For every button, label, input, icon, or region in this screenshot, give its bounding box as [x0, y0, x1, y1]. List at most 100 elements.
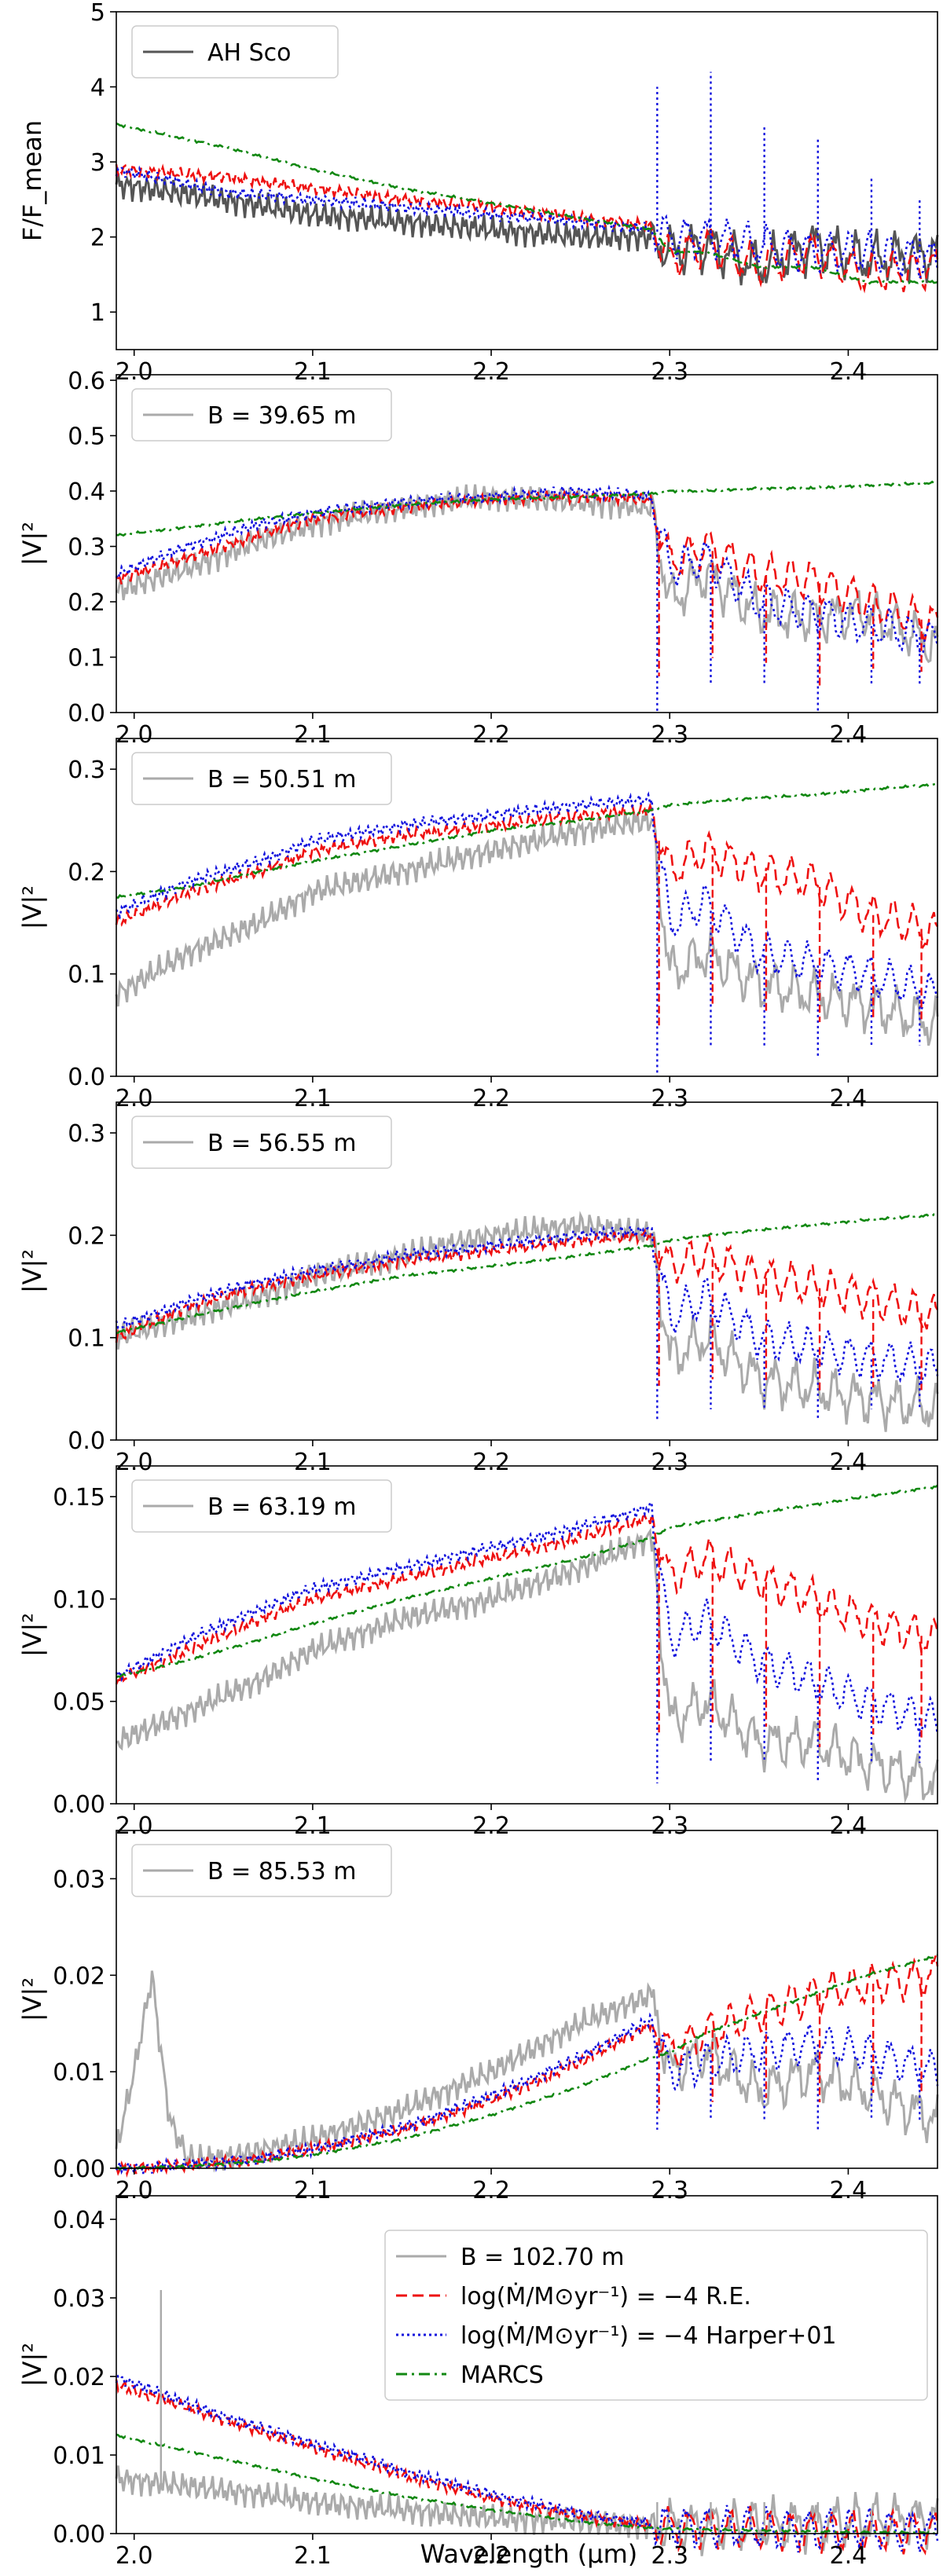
y-tick-label: 0.00 — [53, 2156, 105, 2183]
y-axis-label: |V|² — [17, 1613, 47, 1657]
x-tick-label: 2.1 — [294, 2542, 332, 2570]
x-tick-label: 2.0 — [116, 1812, 153, 1840]
y-tick-label: 0.02 — [53, 2364, 105, 2391]
x-tick-label: 2.1 — [294, 721, 332, 749]
y-tick-label: 0.03 — [53, 2285, 105, 2313]
series-line-1 — [115, 809, 939, 1046]
y-tick-label: 0.1 — [68, 1325, 105, 1353]
x-tick-label: 2.3 — [651, 2542, 688, 2570]
y-tick-label: 0.2 — [68, 859, 105, 886]
legend-box — [131, 752, 392, 805]
x-tick-label: 2.3 — [651, 721, 688, 749]
y-tick-label: 0.10 — [53, 1586, 105, 1614]
panel-4: 2.0 2.1 2.2 2.3 2.4 0.0 0.1 0.2 0.3 |V|² B = 56.55… — [17, 1101, 939, 1476]
y-tick-label: 1 — [90, 299, 105, 327]
series-line-2 — [115, 2379, 939, 2556]
legend-box — [131, 25, 339, 79]
x-tick-label: 2.0 — [116, 1449, 153, 1476]
x-tick-label: 2.4 — [830, 1812, 868, 1840]
y-axis-label: |V|² — [17, 2343, 47, 2387]
panel-3: 2.0 2.1 2.2 2.3 2.4 0.0 0.1 0.2 0.3 |V|² B = 50.51… — [17, 738, 939, 1112]
axes-frame — [116, 738, 938, 1077]
y-tick-label: 0.3 — [68, 757, 105, 784]
y-tick-label: 0.00 — [53, 1791, 105, 1819]
panel-7: 2.0 2.1 2.2 2.3 2.4 0.00 0.01 0.02 0.03 0.04 |V|² B… — [17, 2195, 939, 2570]
x-tick-label: 2.3 — [651, 1085, 688, 1112]
series-line-4 — [116, 1213, 938, 1335]
legend-box — [131, 1844, 392, 1897]
y-tick-label: 5 — [90, 0, 105, 27]
axes-frame — [116, 1465, 938, 1805]
legend-box — [131, 1116, 392, 1169]
series-line-4 — [116, 1954, 939, 2171]
x-tick-label: 2.3 — [651, 1449, 688, 1476]
x-tick-label: 2.0 — [116, 2177, 153, 2204]
y-tick-label: 0.01 — [53, 2059, 105, 2087]
y-tick-label: 0.5 — [68, 423, 105, 451]
x-tick-label: 2.4 — [830, 721, 868, 749]
panel-1: 2.0 2.1 2.2 2.3 2.4 1 2 3 4 5 F/F_mean AH Sco — [17, 0, 939, 386]
y-tick-label: 0.1 — [68, 645, 105, 672]
y-tick-label: 0.04 — [53, 2207, 105, 2234]
y-tick-label: 0.00 — [53, 2521, 105, 2549]
axes-frame — [116, 11, 938, 350]
series-line-4 — [116, 782, 938, 899]
x-tick-label: 2.2 — [472, 1085, 510, 1112]
x-tick-label: 2.1 — [294, 358, 332, 386]
y-axis-label: |V|² — [17, 1977, 47, 2021]
y-axis-label: |V|² — [17, 522, 47, 566]
series-line-1 — [115, 2465, 939, 2556]
x-tick-label: 2.4 — [830, 1449, 868, 1476]
y-axis-label: F/F_mean — [17, 120, 47, 241]
y-tick-label: 0.02 — [53, 1962, 105, 1990]
y-tick-label: 0.15 — [53, 1484, 105, 1512]
axes-frame — [116, 1830, 938, 2169]
legend-label: B = 102.70 m — [460, 2244, 625, 2271]
axes-frame — [116, 374, 938, 713]
series-line-2 — [115, 802, 939, 950]
y-tick-label: 4 — [90, 75, 105, 102]
legend-box — [384, 2230, 928, 2401]
x-tick-label: 2.3 — [651, 358, 688, 386]
series-line-1 — [115, 1211, 939, 1432]
x-tick-label: 2.2 — [472, 1812, 510, 1840]
x-tick-label: 2.4 — [830, 2177, 868, 2204]
y-tick-label: 0.0 — [68, 700, 105, 727]
x-tick-label: 2.4 — [830, 2542, 868, 2570]
panel-6: 2.0 2.1 2.2 2.3 2.4 0.00 0.01 0.02 0.03 |V|² B = 8… — [17, 1830, 939, 2204]
y-tick-label: 0.0 — [68, 1064, 105, 1091]
series-line-1 — [115, 173, 939, 286]
legend-label: B = 85.53 m — [207, 1858, 356, 1885]
y-tick-label: 0.1 — [68, 962, 105, 989]
y-tick-label: 0.0 — [68, 1427, 105, 1455]
axes-frame — [116, 1101, 938, 1441]
y-tick-label: 3 — [90, 149, 105, 177]
series-line-2 — [115, 1955, 939, 2178]
x-tick-label: 2.2 — [472, 2177, 510, 2204]
panel-5: 2.0 2.1 2.2 2.3 2.4 0.00 0.05 0.10 0.15 |V|² B = 6… — [17, 1465, 939, 1840]
y-tick-label: 0.3 — [68, 1120, 105, 1148]
series-line-4 — [116, 123, 938, 285]
legend-label: B = 50.51 m — [207, 766, 356, 793]
y-tick-label: 0.3 — [68, 534, 105, 562]
legend-label: B = 63.19 m — [207, 1493, 356, 1521]
legend-label: MARCS — [460, 2362, 544, 2389]
y-tick-label: 0.01 — [53, 2442, 105, 2470]
x-axis-label: Wavelength (μm) — [420, 2539, 638, 2569]
series-line-2 — [115, 1513, 939, 1685]
series-line-3 — [115, 2374, 939, 2553]
y-tick-label: 0.6 — [68, 368, 105, 395]
y-axis-label: |V|² — [17, 1249, 47, 1293]
y-tick-label: 0.03 — [53, 1866, 105, 1893]
series-line-2 — [115, 1228, 939, 1343]
x-tick-label: 2.2 — [472, 1449, 510, 1476]
series-line-4 — [116, 2433, 938, 2535]
y-axis-label: |V|² — [17, 885, 47, 929]
x-tick-label: 2.0 — [116, 1085, 153, 1112]
x-tick-label: 2.1 — [294, 1449, 332, 1476]
x-tick-label: 2.1 — [294, 1812, 332, 1840]
legend-label: log(Ṁ/M⊙yr⁻¹) = −4 R.E. — [460, 2282, 751, 2310]
y-tick-label: 0.4 — [68, 478, 105, 506]
series-line-4 — [116, 480, 938, 537]
legend-box — [131, 388, 392, 442]
